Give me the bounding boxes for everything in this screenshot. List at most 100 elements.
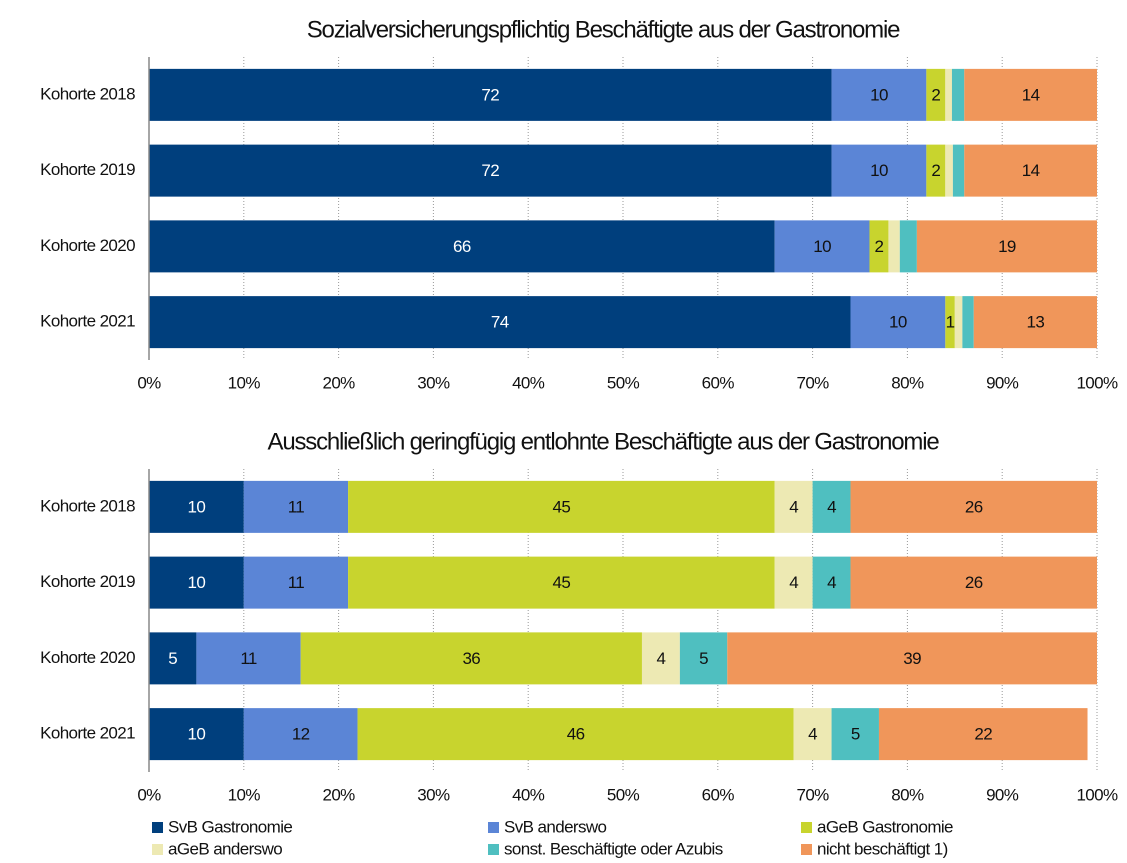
bar-segment: [945, 68, 952, 121]
bar-segment: [964, 144, 1097, 197]
bar-segment: [149, 144, 832, 197]
value-label: 11: [288, 497, 305, 516]
bar-segment: [945, 144, 953, 197]
value-label: 5: [168, 649, 177, 668]
legend-marker: [488, 844, 499, 855]
y-tick-label: Kohorte 2018: [40, 496, 135, 515]
x-tick-label: 70%: [796, 373, 829, 392]
value-label: 10: [188, 725, 206, 744]
bar-segment: [973, 296, 1097, 349]
legend-label: nicht beschäftigt 1): [817, 839, 948, 858]
value-label: 10: [889, 313, 907, 332]
bar-segment: [812, 480, 851, 533]
legend-label: sonst. Beschäftigte oder Azubis: [504, 839, 723, 858]
bar-segment: [869, 220, 889, 273]
bar-segment: [727, 632, 1097, 685]
bar-segment: [812, 556, 851, 609]
value-label: 66: [453, 237, 471, 256]
value-label: 10: [188, 573, 206, 592]
bar-segment: [348, 556, 775, 609]
value-label: 2: [931, 85, 940, 104]
value-label: 46: [567, 725, 585, 744]
bar-segment: [243, 480, 349, 533]
bar-segment: [641, 632, 680, 685]
value-label: 4: [827, 573, 836, 592]
legend-marker: [801, 844, 812, 855]
bar-segment: [149, 708, 244, 761]
bar-segment: [793, 708, 832, 761]
value-label: 11: [288, 573, 305, 592]
bar-segment: [149, 480, 244, 533]
value-label: 36: [462, 649, 480, 668]
bar-segment: [348, 480, 775, 533]
x-tick-label: 0%: [137, 373, 161, 392]
chart-title: Sozialversicherungspflichtig Beschäftigt…: [307, 16, 900, 43]
value-label: 2: [875, 237, 884, 256]
bar-segment: [888, 220, 900, 273]
bar-segment: [952, 144, 965, 197]
x-tick-label: 100%: [1076, 785, 1118, 804]
x-tick-label: 0%: [137, 785, 161, 804]
bar-segment: [926, 68, 946, 121]
value-label: 4: [789, 497, 798, 516]
value-label: 72: [481, 85, 499, 104]
x-tick-label: 60%: [702, 785, 735, 804]
value-label: 4: [827, 497, 836, 516]
y-tick-label: Kohorte 2021: [40, 312, 135, 331]
bar-segment: [149, 68, 832, 121]
legend-label: aGeB Gastronomie: [817, 817, 953, 836]
x-tick-label: 20%: [322, 785, 355, 804]
y-tick-label: Kohorte 2020: [40, 236, 135, 255]
value-label: 10: [188, 497, 206, 516]
x-tick-label: 10%: [228, 785, 261, 804]
x-tick-label: 80%: [891, 785, 924, 804]
bar-segment: [850, 480, 1097, 533]
x-tick-label: 100%: [1076, 373, 1118, 392]
bar-segment: [149, 556, 244, 609]
value-label: 10: [870, 85, 888, 104]
bar-segment: [679, 632, 728, 685]
bar-segment: [300, 632, 642, 685]
value-label: 10: [813, 237, 831, 256]
value-label: 5: [851, 725, 860, 744]
value-label: 4: [656, 649, 665, 668]
value-label: 72: [481, 161, 499, 180]
value-label: 45: [553, 573, 571, 592]
x-tick-label: 40%: [512, 373, 545, 392]
x-tick-label: 90%: [986, 785, 1019, 804]
bar-segment: [850, 296, 946, 349]
legend-marker: [152, 844, 163, 855]
bar-segment: [243, 556, 349, 609]
x-tick-label: 30%: [417, 785, 450, 804]
x-tick-label: 30%: [417, 373, 450, 392]
x-tick-label: 60%: [702, 373, 735, 392]
x-tick-label: 50%: [607, 373, 640, 392]
bar-segment: [774, 480, 813, 533]
value-label: 4: [808, 725, 817, 744]
bar-segment: [243, 708, 358, 761]
x-tick-label: 80%: [891, 373, 924, 392]
legend-marker: [488, 822, 499, 833]
value-label: 4: [789, 573, 798, 592]
bar-segment: [149, 632, 197, 685]
value-label: 14: [1022, 161, 1040, 180]
value-label: 74: [491, 313, 509, 332]
y-tick-label: Kohorte 2021: [40, 724, 135, 743]
bar-segment: [962, 296, 974, 349]
bar-segment: [149, 296, 851, 349]
x-tick-label: 90%: [986, 373, 1019, 392]
value-label: 11: [240, 649, 257, 668]
value-label: 1: [946, 313, 955, 332]
bar-segment: [945, 296, 955, 349]
legend-label: SvB Gastronomie: [168, 817, 292, 836]
bar-segment: [831, 708, 879, 761]
chart-title: Ausschließlich geringfügig entlohnte Bes…: [268, 428, 940, 455]
value-label: 26: [965, 497, 983, 516]
value-label: 5: [699, 649, 708, 668]
value-label: 45: [553, 497, 571, 516]
x-tick-label: 40%: [512, 785, 545, 804]
value-label: 39: [903, 649, 921, 668]
bar-segment: [899, 220, 917, 273]
bar-segment: [774, 220, 870, 273]
